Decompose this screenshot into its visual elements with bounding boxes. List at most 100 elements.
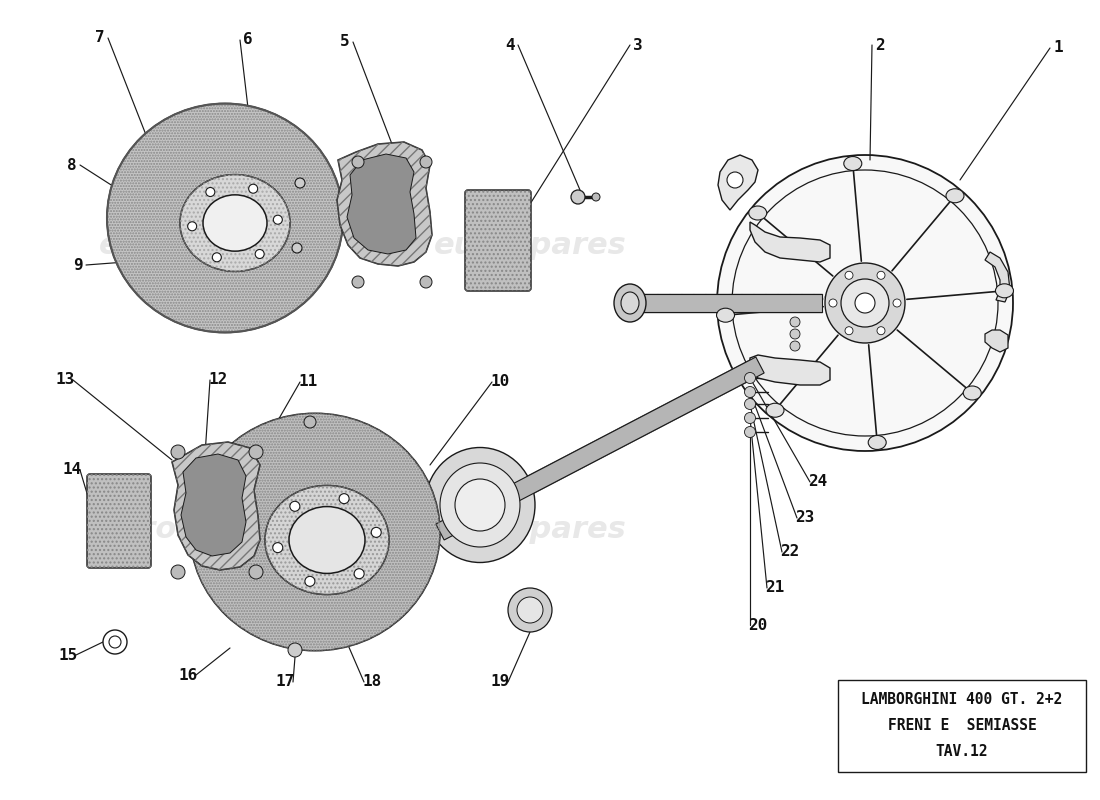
Circle shape [292,243,302,253]
Circle shape [249,184,257,194]
Circle shape [352,156,364,168]
Ellipse shape [455,479,505,531]
Polygon shape [750,355,830,385]
Text: 13: 13 [55,373,75,387]
Ellipse shape [868,435,887,450]
Text: eurospares: eurospares [99,515,292,545]
Circle shape [305,576,315,586]
Circle shape [371,527,382,538]
Polygon shape [436,357,764,540]
Text: 15: 15 [58,647,78,662]
Circle shape [420,156,432,168]
Circle shape [170,445,185,459]
Text: 7: 7 [96,30,104,46]
FancyBboxPatch shape [465,190,531,291]
Ellipse shape [614,284,646,322]
Polygon shape [718,155,758,210]
Circle shape [790,341,800,351]
Ellipse shape [621,292,639,314]
Circle shape [845,271,853,279]
Ellipse shape [716,308,735,322]
Circle shape [745,386,756,398]
Text: 24: 24 [808,474,827,490]
Circle shape [420,276,432,288]
Ellipse shape [844,157,861,170]
Ellipse shape [265,486,389,594]
Polygon shape [337,142,432,266]
Circle shape [745,373,756,383]
Circle shape [508,588,552,632]
Text: 11: 11 [298,374,318,390]
Circle shape [295,178,305,188]
Circle shape [339,494,349,504]
Circle shape [517,597,543,623]
Polygon shape [984,252,1010,302]
Text: 2: 2 [876,38,884,53]
Polygon shape [182,454,246,556]
Ellipse shape [996,284,1013,298]
Ellipse shape [946,189,964,202]
Ellipse shape [964,386,981,400]
Ellipse shape [289,506,365,574]
Polygon shape [984,330,1008,352]
Circle shape [249,565,263,579]
Text: 23: 23 [795,510,815,526]
Polygon shape [750,222,830,262]
Circle shape [717,155,1013,451]
Circle shape [273,215,283,224]
Circle shape [352,276,364,288]
Circle shape [855,293,875,313]
Text: 22: 22 [780,545,800,559]
Text: 19: 19 [491,674,509,690]
Circle shape [790,317,800,327]
Circle shape [571,190,585,204]
Text: 20: 20 [748,618,768,633]
Text: 8: 8 [67,158,77,173]
Circle shape [893,299,901,307]
Circle shape [790,329,800,339]
Text: 21: 21 [766,581,784,595]
Circle shape [745,413,756,423]
Ellipse shape [749,206,767,220]
Bar [838,680,1086,772]
Text: TAV.12: TAV.12 [936,745,988,759]
Text: 4: 4 [505,38,515,53]
Text: 5: 5 [340,34,350,50]
Text: 9: 9 [74,258,82,273]
Circle shape [170,565,185,579]
Circle shape [845,326,853,334]
Circle shape [212,253,221,262]
Text: eurospares: eurospares [99,230,292,259]
Circle shape [842,279,889,327]
Text: 17: 17 [275,674,295,690]
Circle shape [288,643,302,657]
Text: LAMBORGHINI 400 GT. 2+2: LAMBORGHINI 400 GT. 2+2 [861,693,1063,707]
Ellipse shape [190,414,440,650]
Circle shape [829,299,837,307]
Text: 18: 18 [362,674,382,690]
Text: 16: 16 [178,667,198,682]
Polygon shape [346,154,416,254]
Text: 14: 14 [63,462,81,478]
Ellipse shape [592,193,600,201]
Text: 1: 1 [1053,41,1063,55]
Circle shape [745,398,756,410]
Circle shape [249,445,263,459]
Circle shape [290,502,300,511]
Text: FRENI E  SEMIASSE: FRENI E SEMIASSE [888,718,1036,733]
Circle shape [206,187,214,197]
Text: 3: 3 [634,38,642,53]
Circle shape [877,271,886,279]
Polygon shape [172,442,260,570]
Circle shape [354,569,364,578]
Ellipse shape [180,174,290,271]
Circle shape [745,426,756,438]
Bar [620,294,822,312]
Circle shape [188,222,197,230]
Circle shape [877,326,886,334]
Ellipse shape [107,103,343,333]
Circle shape [273,542,283,553]
Ellipse shape [204,195,267,251]
Text: 12: 12 [208,373,228,387]
Ellipse shape [440,463,520,547]
